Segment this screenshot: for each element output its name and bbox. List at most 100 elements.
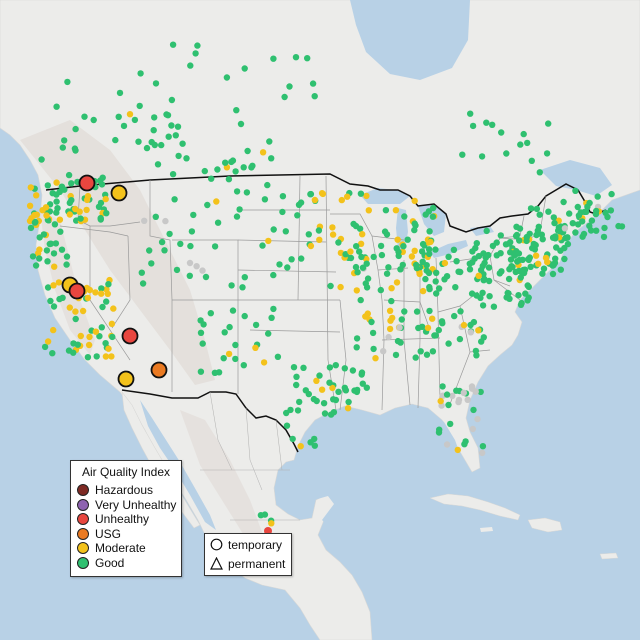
monitor-dot bbox=[535, 260, 542, 267]
monitor-dot bbox=[489, 121, 496, 128]
monitor-dot bbox=[342, 251, 349, 258]
monitor-dot bbox=[543, 150, 551, 157]
monitor-dot bbox=[353, 388, 361, 396]
monitor-dot bbox=[411, 226, 418, 234]
monitor-dot bbox=[252, 321, 260, 329]
monitor-dot bbox=[381, 228, 389, 235]
monitor-dot bbox=[60, 137, 68, 144]
monitor-dot bbox=[506, 295, 513, 302]
monitor-dot bbox=[222, 159, 229, 166]
monitor-dot bbox=[32, 262, 40, 269]
monitor-dot bbox=[424, 324, 432, 332]
monitor-dot bbox=[349, 367, 357, 374]
monitor-dot bbox=[580, 230, 588, 238]
monitor-dot bbox=[363, 255, 370, 263]
monitor-dot bbox=[172, 132, 179, 139]
legend-item-label: temporary bbox=[228, 537, 283, 552]
legend-item-label: Moderate bbox=[95, 541, 146, 556]
monitor-dot bbox=[438, 318, 446, 325]
monitor-dot bbox=[294, 212, 301, 219]
us-mexico-border bbox=[121, 389, 299, 453]
legend-item-very-unhealthy: Very Unhealthy bbox=[71, 498, 181, 513]
monitor-dots bbox=[26, 41, 626, 527]
monitor-dot bbox=[432, 278, 439, 285]
monitor-dot bbox=[104, 290, 112, 297]
monitor-dot bbox=[469, 259, 476, 266]
monitor-dot bbox=[307, 242, 315, 250]
monitor-dot bbox=[532, 252, 540, 259]
monitor-dot bbox=[77, 332, 85, 340]
monitor-dot bbox=[363, 192, 370, 200]
monitor-dot bbox=[158, 141, 165, 149]
monitor-dot bbox=[489, 242, 497, 250]
monitor-dot bbox=[36, 246, 43, 253]
monitor-dot bbox=[165, 133, 172, 140]
monitor-dot bbox=[353, 243, 360, 250]
monitor-dot bbox=[207, 310, 214, 317]
monitor-dot bbox=[260, 359, 268, 366]
monitor-dot bbox=[286, 83, 293, 90]
monitor-dot bbox=[422, 275, 429, 283]
monitor-dot bbox=[26, 202, 34, 209]
monitor-dot bbox=[524, 139, 531, 147]
monitor-dot bbox=[357, 190, 365, 197]
monitor-dot bbox=[387, 317, 394, 324]
monitor-dot bbox=[377, 286, 384, 294]
monitor-dot bbox=[177, 240, 184, 248]
monitor-dot bbox=[232, 355, 239, 363]
monitor-dot bbox=[479, 302, 487, 309]
monitor-dot bbox=[146, 247, 153, 254]
jamaica bbox=[480, 527, 493, 532]
monitor-dot bbox=[27, 224, 35, 232]
legend-item-hazardous: Hazardous bbox=[71, 483, 181, 498]
monitor-dot bbox=[248, 164, 255, 171]
monitor-dot bbox=[411, 247, 418, 254]
monitor-dot bbox=[110, 305, 117, 312]
monitor-dot bbox=[429, 213, 437, 220]
monitor-dot bbox=[520, 130, 527, 138]
monitor-dot bbox=[214, 166, 221, 173]
legend-item-label: USG bbox=[95, 526, 122, 541]
monitor-dot bbox=[469, 425, 476, 433]
monitor-dot bbox=[527, 263, 534, 270]
monitor-dot bbox=[401, 308, 408, 315]
legend-item-label: Unhealthy bbox=[95, 512, 150, 527]
monitor-dot bbox=[139, 280, 147, 287]
monitor-dot bbox=[43, 247, 51, 254]
monitor-dot bbox=[615, 222, 622, 230]
monitor-dot bbox=[445, 340, 452, 347]
monitor-dot bbox=[572, 187, 579, 194]
monitor-dot bbox=[472, 244, 479, 252]
monitor-dot bbox=[517, 141, 524, 148]
monitor-dot bbox=[473, 292, 480, 299]
monitor-dot bbox=[467, 329, 474, 336]
monitor-dot bbox=[313, 377, 320, 384]
monitor-dot bbox=[413, 308, 421, 315]
monitor-dot bbox=[283, 422, 291, 429]
monitor-dot bbox=[79, 307, 87, 315]
monitor-dot bbox=[174, 123, 182, 130]
monitor-dot bbox=[50, 326, 57, 334]
monitor-dot bbox=[126, 111, 134, 118]
monitor-dot bbox=[84, 354, 92, 361]
monitor-dot bbox=[433, 269, 440, 276]
monitor-dot bbox=[398, 316, 405, 323]
monitor-dot bbox=[354, 269, 361, 276]
monitor-dot bbox=[437, 397, 444, 405]
monitor-dot bbox=[190, 211, 197, 219]
monitor-dot bbox=[279, 193, 287, 200]
monitor-dot bbox=[304, 55, 311, 62]
lake-erie bbox=[430, 240, 468, 258]
monitor-dot bbox=[115, 113, 122, 121]
monitor-dot bbox=[103, 210, 110, 217]
monitor-dot bbox=[51, 263, 58, 270]
monitor-dot bbox=[36, 255, 43, 262]
monitor-dot bbox=[454, 446, 461, 454]
monitor-dot bbox=[270, 271, 277, 279]
monitor-dot bbox=[517, 274, 524, 281]
monitor-dot bbox=[344, 193, 351, 200]
monitor-dot bbox=[459, 151, 466, 158]
monitor-dot bbox=[240, 164, 247, 171]
monitor-dot bbox=[166, 230, 173, 238]
monitor-dot bbox=[451, 312, 458, 320]
